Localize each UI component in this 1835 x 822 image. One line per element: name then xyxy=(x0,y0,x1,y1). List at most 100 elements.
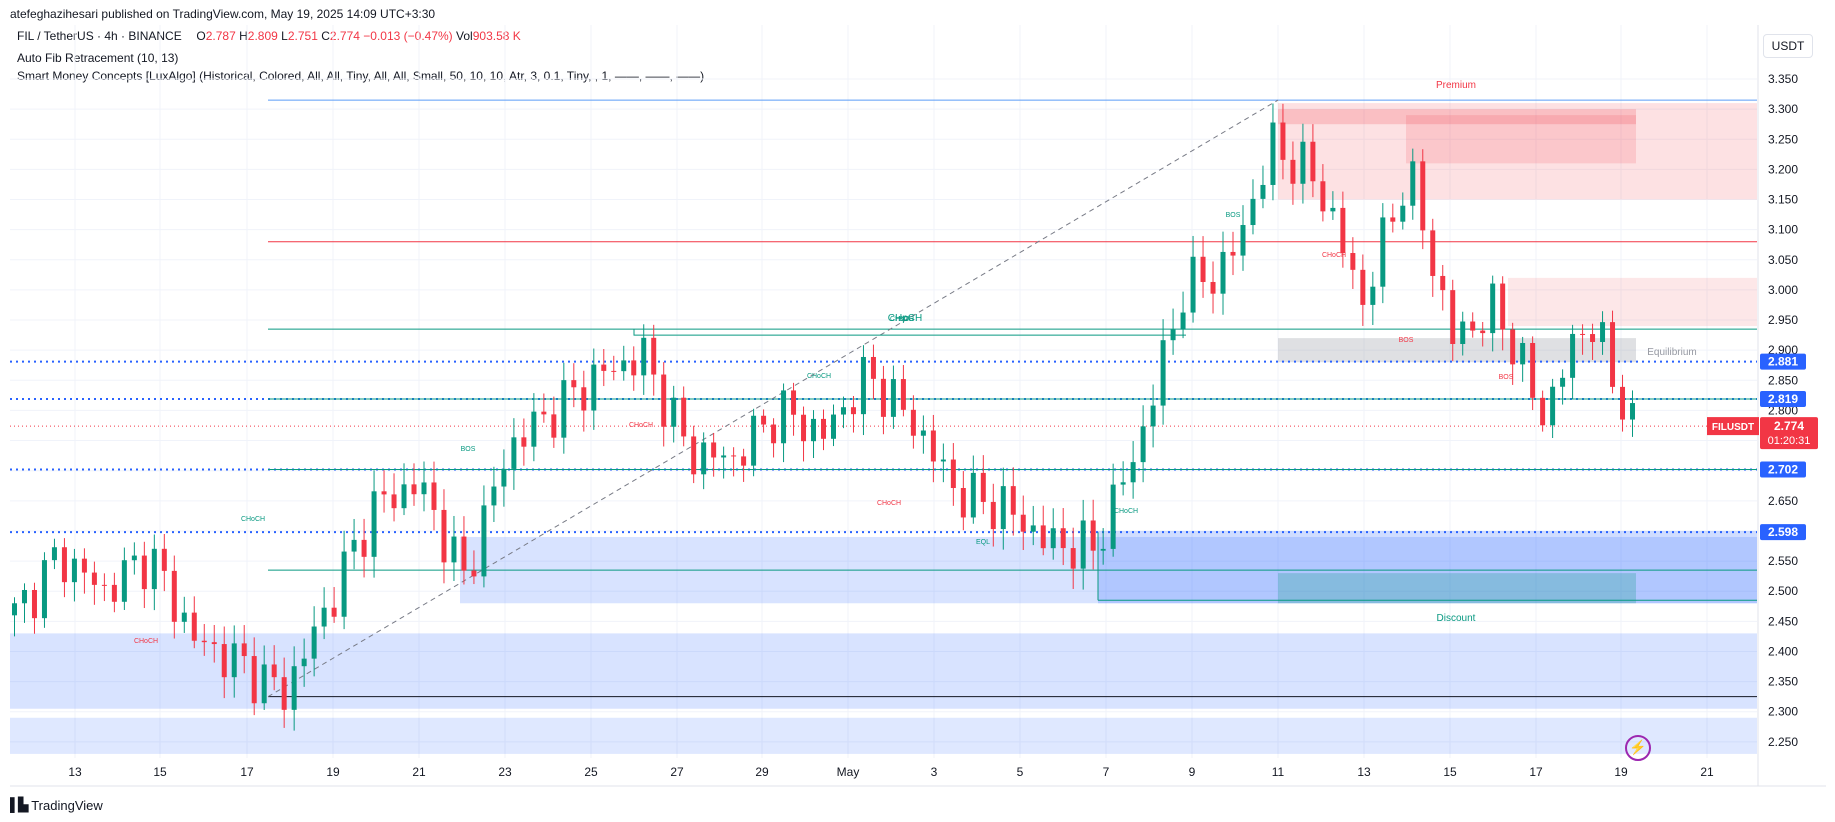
y-tick-label: 3.000 xyxy=(1768,283,1798,297)
candle-body xyxy=(840,407,846,415)
discount-green-zone xyxy=(1278,573,1636,604)
candle-body xyxy=(641,337,647,376)
structure-label: BOS xyxy=(1399,337,1414,344)
candle-body xyxy=(651,337,657,375)
structure-label: BOS xyxy=(899,316,914,323)
candle-body xyxy=(1440,275,1446,291)
candle-body xyxy=(1190,256,1196,313)
candle-body xyxy=(860,356,866,415)
candle-body xyxy=(761,415,767,425)
candle-body xyxy=(1030,525,1036,532)
candle-body xyxy=(361,539,367,557)
order-block-bear-2 xyxy=(1406,115,1636,164)
candle-body xyxy=(101,584,107,586)
indicator-fib[interactable]: Auto Fib Retracement (10, 13) xyxy=(17,51,179,65)
candle-body xyxy=(81,558,87,573)
candle-body xyxy=(281,677,287,710)
y-tick-label: 2.300 xyxy=(1768,705,1798,719)
price-axis-badge-text: 2.598 xyxy=(1768,525,1798,539)
candle-body xyxy=(191,612,197,641)
structure-label: CHoCH xyxy=(807,373,831,380)
x-tick-label: 29 xyxy=(755,765,769,779)
structure-label: CHoCH xyxy=(241,516,265,523)
candle-body xyxy=(900,379,906,410)
candle-body xyxy=(1590,334,1596,342)
candle-body xyxy=(591,364,597,411)
footer-brand: TradingView xyxy=(31,797,103,813)
alert-bolt-icon[interactable]: ⚡ xyxy=(1625,735,1651,761)
candle-body xyxy=(1410,161,1416,206)
candle-body xyxy=(1550,386,1556,426)
countdown-text: 01:20:31 xyxy=(1768,435,1811,447)
y-tick-label: 2.450 xyxy=(1768,614,1798,628)
x-tick-label: 27 xyxy=(670,765,684,779)
structure-label: CHoCH xyxy=(877,500,901,507)
candle-body xyxy=(451,536,457,563)
candle-body xyxy=(1140,426,1146,463)
candle-body xyxy=(421,482,427,495)
y-tick-label: 2.650 xyxy=(1768,494,1798,508)
tradingview-logo-icon: ▌▙ xyxy=(10,797,28,812)
candle-body xyxy=(631,360,637,376)
candle-body xyxy=(181,612,187,622)
candle-body xyxy=(1570,333,1576,378)
candle-body xyxy=(1320,181,1326,212)
candle-body xyxy=(441,509,447,563)
candle-body xyxy=(1340,207,1346,254)
x-tick-label: 13 xyxy=(1357,765,1371,779)
candle-body xyxy=(231,643,237,678)
y-tick-label: 3.300 xyxy=(1768,102,1798,116)
premium-zone xyxy=(1278,103,1757,200)
candle-body xyxy=(691,436,697,475)
candle-body xyxy=(1530,342,1536,398)
candle-body xyxy=(301,658,307,667)
structure-label: BOS xyxy=(1226,212,1241,219)
candle-body xyxy=(1240,225,1246,256)
x-tick-label: 15 xyxy=(153,765,167,779)
y-tick-label: 2.850 xyxy=(1768,373,1798,387)
candle-body xyxy=(970,472,976,518)
y-tick-label: 3.150 xyxy=(1768,193,1798,207)
candle-body xyxy=(401,484,407,509)
candle-body xyxy=(830,414,836,439)
currency-button[interactable]: USDT xyxy=(1763,34,1813,58)
candle-body xyxy=(1160,340,1166,406)
symbol-badge xyxy=(1707,417,1759,436)
candle-body xyxy=(251,656,257,704)
candle-body xyxy=(71,558,77,583)
candle-body xyxy=(681,397,687,437)
candle-body xyxy=(541,411,547,415)
candle-body xyxy=(1250,198,1256,226)
candle-body xyxy=(511,437,517,469)
x-tick-label: 25 xyxy=(584,765,598,779)
order-block-bear xyxy=(1278,109,1636,125)
footer-branding: ▌▙ TradingView xyxy=(10,797,103,813)
candle-body xyxy=(481,505,487,577)
last-price-badge xyxy=(1760,417,1818,450)
symbol-title[interactable]: FIL / TetherUS · 4h · BINANCE xyxy=(17,29,182,43)
candle-body xyxy=(850,407,856,415)
candle-body xyxy=(331,607,337,617)
candle-body xyxy=(781,390,787,444)
x-tick-label: 19 xyxy=(326,765,340,779)
candle-body xyxy=(880,378,886,417)
candle-body xyxy=(1040,525,1046,549)
candle-body xyxy=(161,548,167,571)
candle-body xyxy=(611,370,617,372)
candle-body xyxy=(1110,484,1116,549)
candle-body xyxy=(910,409,916,436)
candle-body xyxy=(960,488,966,518)
candle-body xyxy=(351,539,357,552)
candle-body xyxy=(121,560,127,602)
candle-body xyxy=(671,397,677,427)
x-tick-label: 21 xyxy=(1700,765,1714,779)
candle-body xyxy=(1020,514,1026,532)
candle-body xyxy=(211,642,217,645)
candle-body xyxy=(1060,528,1066,549)
high-value: 2.809 xyxy=(247,29,278,43)
candle-body xyxy=(201,640,207,643)
candle-body xyxy=(950,459,956,489)
candle-body xyxy=(791,390,797,415)
symbol-legend: FIL / TetherUS · 4h · BINANCE O2.787 H2.… xyxy=(17,29,521,43)
